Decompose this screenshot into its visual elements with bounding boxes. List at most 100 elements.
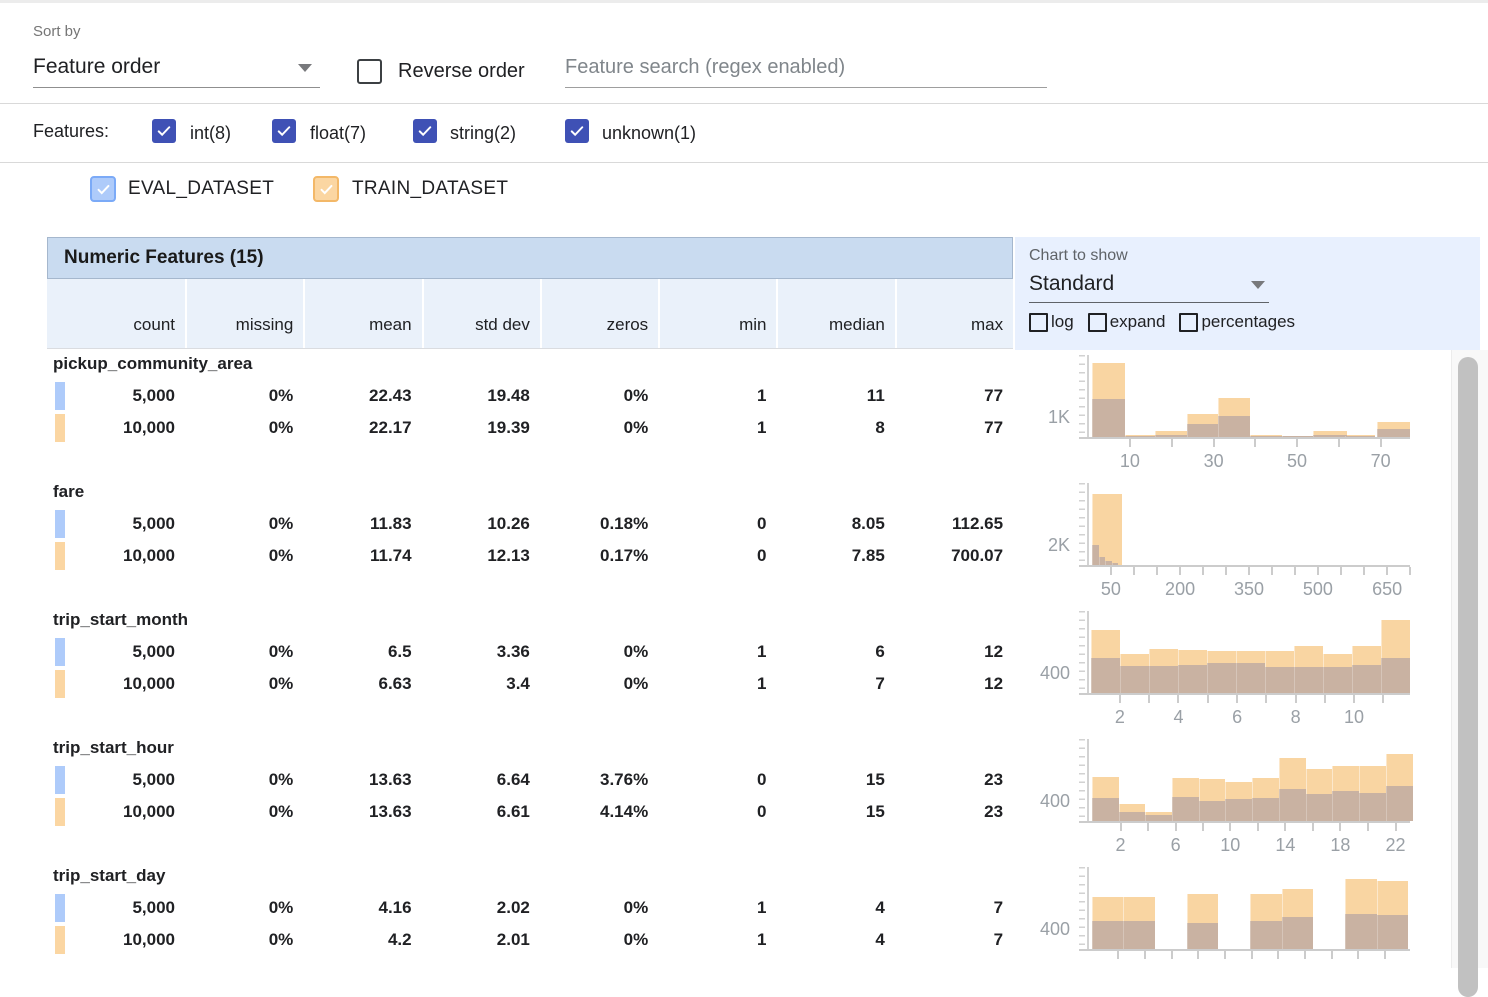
hist-bar-eval	[1206, 662, 1236, 693]
stat-cell: 0%	[268, 386, 294, 405]
histogram-chart: 1K 10 30 50 70	[1048, 355, 1410, 471]
x-tick	[1254, 439, 1257, 447]
hist-bar-eval	[1305, 794, 1333, 821]
hist-bar-eval	[1293, 666, 1323, 693]
eval-dataset-checkbox[interactable]	[90, 176, 116, 202]
unknown-filter-checkbox[interactable]	[565, 119, 589, 143]
stat-cell: 3.4	[506, 674, 530, 693]
x-tick	[1270, 567, 1273, 575]
x-tick	[1276, 951, 1279, 959]
hist-bar-eval	[1123, 921, 1155, 949]
sort-by-select[interactable]: Feature order	[33, 48, 320, 88]
y-axis-label: 400	[1039, 791, 1070, 811]
x-tick	[1357, 951, 1360, 959]
y-axis-ruler	[1079, 739, 1089, 821]
train-dataset-swatch	[55, 798, 65, 826]
x-tick	[1212, 439, 1215, 447]
stat-cell: 6.61	[496, 802, 530, 821]
eval-dataset-swatch	[55, 766, 65, 794]
stat-cell: 0	[757, 770, 767, 789]
x-tick	[1201, 567, 1204, 575]
column-header-missing: missing	[185, 279, 303, 348]
x-tick-label: 4	[1173, 707, 1184, 727]
int-filter-checkbox[interactable]	[152, 119, 176, 143]
float-filter-checkbox[interactable]	[272, 119, 296, 143]
x-tick	[1229, 823, 1232, 831]
x-tick-label: 18	[1330, 835, 1351, 855]
stat-cell: 6	[875, 642, 885, 661]
string-filter-checkbox[interactable]	[413, 119, 437, 143]
stat-cell: 5,000	[132, 642, 175, 661]
top-border	[0, 0, 1488, 3]
stat-cell: 4.16	[378, 898, 412, 917]
x-tick	[1206, 695, 1209, 703]
column-header-zeros: zeros	[539, 279, 658, 348]
expand-checkbox[interactable]	[1087, 312, 1107, 332]
x-tick-label: 6	[1170, 835, 1181, 855]
x-tick	[1284, 823, 1287, 831]
train-dataset-checkbox[interactable]	[313, 176, 339, 202]
hist-bar-eval	[1091, 399, 1125, 437]
hist-bar-eval	[1098, 557, 1106, 565]
stat-cell: 4.14%	[599, 802, 649, 821]
vertical-scrollbar-track[interactable]	[1451, 350, 1488, 997]
x-tick-label: 650	[1372, 579, 1403, 599]
train-dataset-swatch	[55, 414, 65, 442]
x-tick-label: 70	[1370, 451, 1391, 471]
stat-cell: 10,000	[123, 546, 175, 565]
column-header-median: median	[776, 279, 894, 348]
x-tick-label: 2	[1114, 707, 1125, 727]
eval-dataset-swatch	[55, 510, 65, 538]
x-tick	[1171, 951, 1174, 959]
stat-cell: 0.18%	[599, 514, 649, 533]
hist-bar-eval	[1313, 435, 1348, 437]
stat-cell: 7	[875, 674, 885, 693]
string-filter-label: string(2)	[450, 123, 517, 143]
train-stats-row: 10,000 0% 6.63 3.4 0% 1 7 12	[47, 670, 1013, 698]
stat-cell: 10,000	[123, 802, 175, 821]
vertical-scrollbar-thumb[interactable]	[1458, 357, 1478, 997]
hist-bar-eval	[1322, 666, 1352, 693]
hist-bar-eval	[1091, 921, 1124, 949]
x-tick-label: 10	[1343, 707, 1364, 727]
stat-cell: 5,000	[132, 386, 175, 405]
stat-cell: 11.74	[369, 546, 412, 565]
stat-cell: 77	[984, 386, 1004, 405]
stat-cell: 11.83	[369, 514, 412, 533]
float-filter-label: float(7)	[310, 123, 367, 143]
x-tick	[1382, 695, 1385, 703]
column-header-min: min	[658, 279, 776, 348]
feature-block: trip_start_day 5,000 0% 4.16 2.02 0% 1 4 7 10,000…	[0, 864, 1488, 992]
log-checkbox[interactable]	[1029, 312, 1048, 332]
reverse-order-checkbox[interactable]	[357, 59, 382, 84]
reverse-order-control: Reverse order	[357, 59, 525, 84]
stat-cell: 2.02	[496, 898, 530, 917]
stat-cell: 5,000	[132, 770, 175, 789]
train-stats-row: 10,000 0% 13.63 6.61 4.14% 0 15 23	[47, 798, 1013, 826]
stat-cell: 13.63	[369, 770, 412, 789]
chevron-down-icon	[1251, 281, 1265, 289]
column-header-stddev: std dev	[421, 279, 540, 348]
stat-cell: 8.05	[851, 514, 885, 533]
eval-dataset-label: EVAL_DATASET	[128, 178, 275, 199]
stat-cell: 1	[757, 898, 767, 917]
hist-bar-train	[1313, 430, 1348, 437]
stat-cell: 0%	[268, 930, 294, 949]
x-axis-line	[1079, 437, 1410, 439]
feature-search-input[interactable]: Feature search (regex enabled)	[565, 48, 1047, 88]
x-tick	[1118, 695, 1121, 703]
stat-cell: 19.39	[487, 418, 530, 437]
x-tick-label: 350	[1233, 579, 1265, 599]
hist-bar-eval	[1125, 436, 1155, 437]
chart-type-value: Standard	[1029, 272, 1115, 295]
stat-cell: 0%	[268, 802, 294, 821]
chart-type-select[interactable]: Standard	[1029, 267, 1269, 303]
percentages-checkbox[interactable]	[1179, 312, 1199, 332]
x-tick	[1257, 823, 1260, 831]
y-axis-label: 400	[1039, 663, 1070, 683]
stat-cell: 0	[757, 802, 767, 821]
stat-cell: 12.13	[487, 546, 530, 565]
eval-stats-row: 5,000 0% 6.5 3.36 0% 1 6 12	[47, 638, 1013, 666]
hist-bar-eval	[1377, 429, 1410, 437]
check-icon	[157, 126, 171, 137]
